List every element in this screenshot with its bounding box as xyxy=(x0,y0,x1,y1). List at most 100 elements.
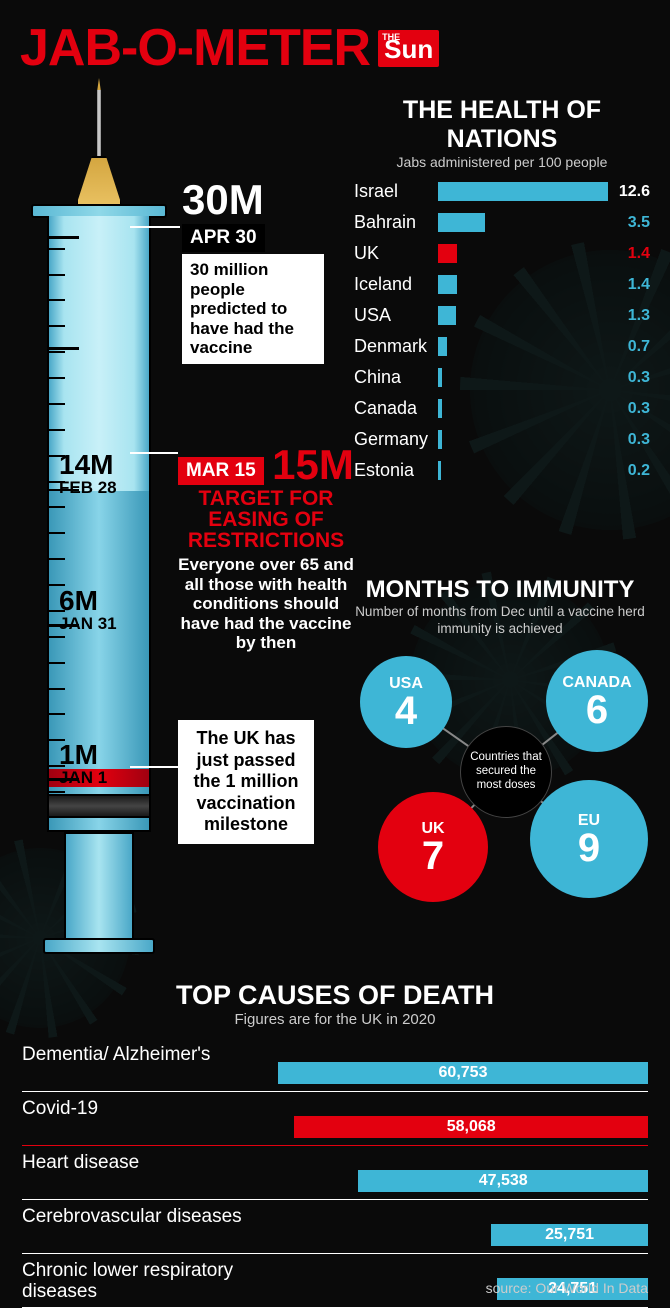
immunity-bubble: EU9 xyxy=(530,780,648,898)
pointer-1m xyxy=(130,766,178,768)
health-bar-wrap xyxy=(438,430,608,449)
tick-minor xyxy=(49,403,65,405)
health-bar xyxy=(438,244,457,263)
immunity-subtitle: Number of months from Dec until a vaccin… xyxy=(350,604,650,638)
cause-row: Covid-1958,068 xyxy=(22,1092,648,1146)
cause-bar: 47,538 xyxy=(358,1170,648,1192)
tick-minor xyxy=(49,532,65,534)
callout-15m: MAR 15 15M TARGET FOR EASING OF RESTRICT… xyxy=(178,438,354,653)
health-value: 0.3 xyxy=(614,369,650,387)
syringe-hub xyxy=(76,156,122,206)
main-title: JAB-O-METER xyxy=(20,18,370,78)
syringe-barrel: 1MJAN 1 6MJAN 31 14MFEB 28 xyxy=(47,216,151,832)
health-bar-wrap xyxy=(438,337,608,356)
health-bar xyxy=(438,275,457,294)
callout-15m-num: 15M xyxy=(272,441,354,489)
health-subtitle: Jabs administered per 100 people xyxy=(354,154,650,170)
health-bar-wrap xyxy=(438,306,608,325)
health-bar xyxy=(438,337,447,356)
tick-minor xyxy=(49,688,65,690)
source-text: source: Our World In Data xyxy=(486,1280,648,1296)
immunity-center-label: Countries that secured the most doses xyxy=(460,726,552,818)
causes-subtitle: Figures are for the UK in 2020 xyxy=(22,1011,648,1028)
health-bar xyxy=(438,430,442,449)
health-bar-wrap xyxy=(438,399,608,418)
tick-minor xyxy=(49,248,65,250)
tick-minor xyxy=(49,377,65,379)
health-row: Canada 0.3 xyxy=(354,393,650,424)
callout-1m: The UK has just passed the 1 million vac… xyxy=(178,720,314,844)
health-bar xyxy=(438,461,441,480)
health-chart: THE HEALTH OF NATIONS Jabs administered … xyxy=(354,96,650,486)
cause-bar: 60,753 xyxy=(278,1062,648,1084)
health-country: Canada xyxy=(354,398,432,419)
health-bar xyxy=(438,399,442,418)
sun-logo: Sun xyxy=(378,30,439,67)
tick-minor xyxy=(49,506,65,508)
health-bar-wrap xyxy=(438,461,608,480)
health-bar-wrap xyxy=(438,244,608,263)
tick-major xyxy=(49,347,79,350)
cause-row: Heart disease 47,538 xyxy=(22,1146,648,1200)
health-bar-wrap xyxy=(438,182,608,201)
health-bar-wrap xyxy=(438,213,608,232)
tick-minor xyxy=(49,351,65,353)
health-row: Germany0.3 xyxy=(354,424,650,455)
health-bar-wrap xyxy=(438,368,608,387)
health-bar-wrap xyxy=(438,275,608,294)
pointer-15m xyxy=(130,452,178,454)
syringe-graphic: 1MJAN 1 6MJAN 31 14MFEB 28 xyxy=(28,90,170,960)
plunger-thumb xyxy=(43,938,155,954)
health-row: Denmark 0.7 xyxy=(354,331,650,362)
health-title: THE HEALTH OF NATIONS xyxy=(354,96,650,154)
health-country: Iceland xyxy=(354,274,432,295)
causes-title: TOP CAUSES OF DEATH xyxy=(22,980,648,1011)
health-row: Israel12.6 xyxy=(354,176,650,207)
health-country: UK xyxy=(354,243,432,264)
callout-30m: 30M APR 30 30 million people predicted t… xyxy=(182,176,324,364)
health-country: Bahrain xyxy=(354,212,432,233)
cause-name: Heart disease xyxy=(22,1153,282,1174)
health-row: China 0.3 xyxy=(354,362,650,393)
health-value: 12.6 xyxy=(614,183,650,201)
cause-name: Chronic lower respiratory diseases xyxy=(22,1261,282,1303)
tick-minor xyxy=(49,325,65,327)
callout-30m-date: APR 30 xyxy=(182,224,265,252)
immunity-chart: MONTHS TO IMMUNITY Number of months from… xyxy=(350,576,650,906)
health-country: USA xyxy=(354,305,432,326)
cause-bar: 58,068 xyxy=(294,1116,648,1138)
health-value: 0.2 xyxy=(614,462,650,480)
tick-minor xyxy=(49,299,65,301)
health-country: Germany xyxy=(354,429,432,450)
tick-minor xyxy=(49,429,65,431)
milestone-label: 14MFEB 28 xyxy=(59,450,117,497)
milestone-label: 6MJAN 31 xyxy=(59,586,117,633)
tick-minor xyxy=(49,791,65,793)
health-bar xyxy=(438,368,442,387)
milestone-label: 1MJAN 1 xyxy=(59,740,107,787)
health-value: 0.3 xyxy=(614,400,650,418)
causes-chart: TOP CAUSES OF DEATH Figures are for the … xyxy=(22,980,648,1308)
health-value: 1.4 xyxy=(614,276,650,294)
tick-minor xyxy=(49,558,65,560)
plunger-seal xyxy=(49,794,149,818)
health-row: Estonia0.2 xyxy=(354,455,650,486)
health-value: 1.3 xyxy=(614,307,650,325)
cause-name: Cerebrovascular diseases xyxy=(22,1207,282,1228)
immunity-bubble: USA4 xyxy=(360,656,452,748)
health-row: Iceland 1.4 xyxy=(354,269,650,300)
cause-row: Dementia/ Alzheimer's60,753 xyxy=(22,1038,648,1092)
tick-minor xyxy=(49,274,65,276)
health-value: 0.7 xyxy=(614,338,650,356)
tick-major xyxy=(49,236,79,239)
health-value: 3.5 xyxy=(614,214,650,232)
health-row: Bahrain 3.5 xyxy=(354,207,650,238)
tick-minor xyxy=(49,713,65,715)
needle xyxy=(97,90,101,160)
immunity-bubble: CANADA6 xyxy=(546,650,648,752)
callout-15m-target: TARGET FOR EASING OF RESTRICTIONS xyxy=(178,488,354,551)
health-bar xyxy=(438,182,608,201)
health-country: Denmark xyxy=(354,336,432,357)
tick-minor xyxy=(49,662,65,664)
health-country: China xyxy=(354,367,432,388)
